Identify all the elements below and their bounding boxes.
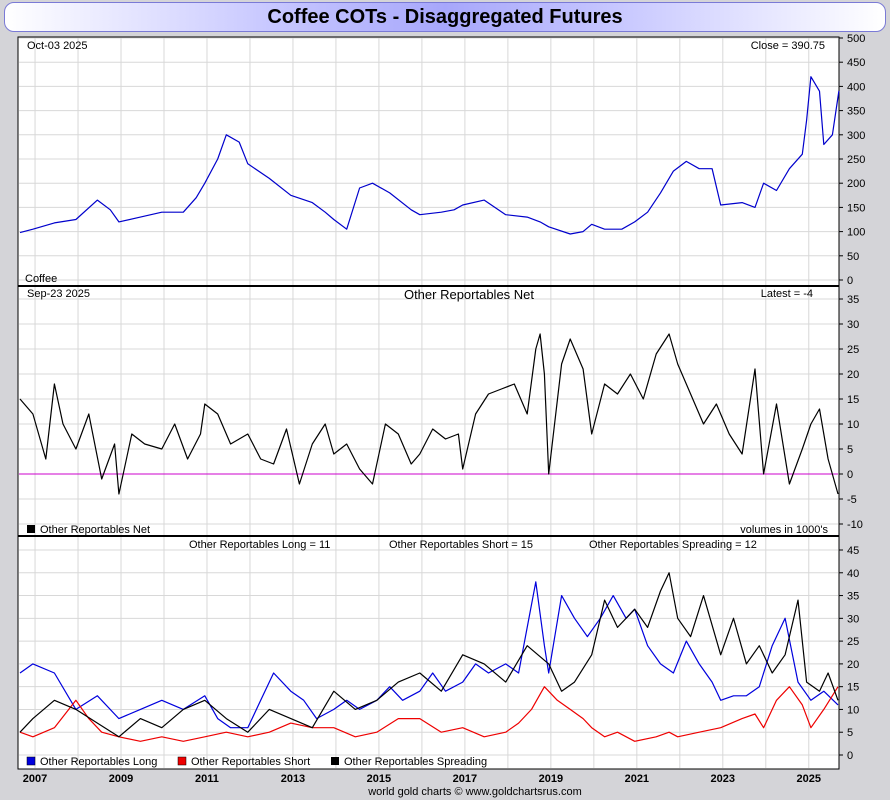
x-tick-label: 2011 [195,773,219,785]
net-line [19,333,839,495]
x-tick-label: 2025 [797,773,821,785]
spreading-latest-label: Other Reportables Spreading = 12 [589,539,757,551]
y-tick-label: 20 [847,659,859,671]
y-tick-label: 25 [847,344,859,356]
y-tick-label: 500 [847,33,865,45]
series-lines [19,76,840,742]
chart-title: Coffee COTs - Disaggregated Futures [4,2,886,32]
x-axis-labels: 2007 2009 2011 2013 2015 2017 2019 2021 2023 2025 [23,773,821,785]
x-tick-label: 2017 [453,773,477,785]
net-panel-title: Other Reportables Net [404,287,534,302]
y-tick-label: 45 [847,545,859,557]
y-tick-label: -5 [847,494,857,506]
y-tick-label: 100 [847,227,865,239]
long-latest-label: Other Reportables Long = 11 [189,539,330,551]
y-tick-label: 10 [847,419,859,431]
spreading-line [19,572,839,738]
y-tick-label: 15 [847,682,859,694]
long-legend-swatch [26,756,36,766]
volumes-note: volumes in 1000's [740,524,828,536]
price-line [19,76,840,235]
y-tick-label: 25 [847,636,859,648]
net-legend-swatch [27,525,35,533]
x-tick-label: 2007 [23,773,47,785]
y-tick-label: 150 [847,202,865,214]
net-legend-label: Other Reportables Net [40,524,150,536]
y-tick-label: 15 [847,394,859,406]
y-tick-label: 5 [847,444,853,456]
y-tick-label: 200 [847,178,865,190]
short-latest-label: Other Reportables Short = 15 [389,539,533,551]
price-name-label: Coffee [25,273,57,285]
y-tick-label: 0 [847,750,853,762]
y-axis-labels: 050100150200250300350400450500-10-505101… [839,33,865,762]
x-tick-label: 2019 [539,773,563,785]
net-date-label: Sep-23 2025 [27,288,90,300]
y-tick-label: 300 [847,130,865,142]
y-tick-label: 400 [847,81,865,93]
grid-lines [19,37,838,768]
y-tick-label: 35 [847,591,859,603]
long-legend-label: Other Reportables Long [40,756,157,768]
x-tick-label: 2013 [281,773,305,785]
positions-panel [17,535,840,770]
x-tick-label: 2023 [711,773,735,785]
spreading-legend-label: Other Reportables Spreading [344,756,487,768]
y-tick-label: -10 [847,519,863,531]
x-tick-label: 2009 [109,773,133,785]
net-panel [17,285,840,537]
x-tick-label: 2015 [367,773,391,785]
price-date-label: Oct-03 2025 [27,40,88,52]
y-tick-label: 0 [847,469,853,481]
y-tick-label: 450 [847,57,865,69]
y-tick-label: 40 [847,568,859,580]
y-tick-label: 30 [847,319,859,331]
y-tick-label: 10 [847,704,859,716]
y-tick-label: 35 [847,294,859,306]
y-tick-label: 350 [847,106,865,118]
y-tick-label: 20 [847,369,859,381]
spreading-legend-swatch [331,757,339,765]
short-line [19,686,839,742]
y-tick-label: 50 [847,251,859,263]
price-close-label: Close = 390.75 [751,40,825,52]
x-tick-label: 2021 [625,773,649,785]
short-legend-label: Other Reportables Short [191,756,310,768]
y-tick-label: 30 [847,613,859,625]
short-legend-swatch [177,756,187,766]
price-panel [17,36,840,287]
y-tick-label: 250 [847,154,865,166]
footer-credit: world gold charts © www.goldchartsrus.co… [367,786,582,798]
y-tick-label: 0 [847,275,853,287]
net-latest-label: Latest = -4 [761,288,813,300]
y-tick-label: 5 [847,727,853,739]
long-line [19,581,839,729]
